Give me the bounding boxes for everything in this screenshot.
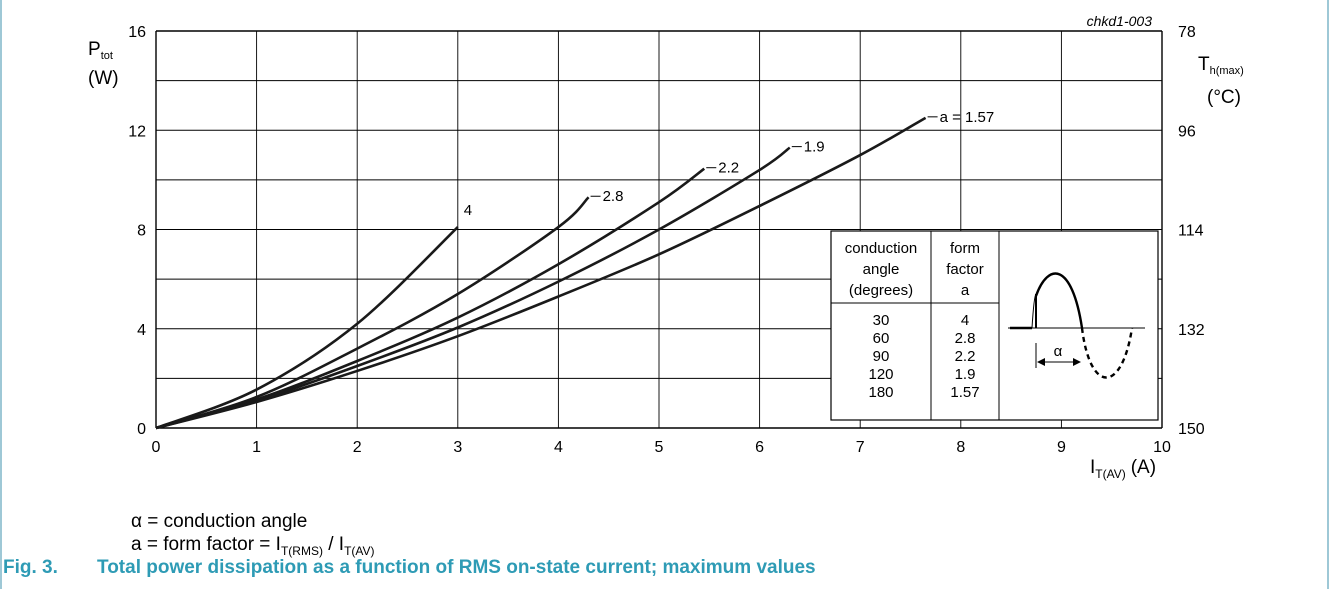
x-axis-label: IT(AV) (A) — [1090, 457, 1156, 481]
x-axis-label-sub: T(AV) — [1095, 467, 1125, 481]
x-tick-label: 2 — [353, 439, 362, 456]
x-tick-label: 5 — [655, 439, 664, 456]
x-tick-label: 0 — [152, 439, 161, 456]
y2-tick-label: 114 — [1178, 223, 1204, 240]
waveform-diagram: α — [1008, 272, 1145, 379]
series-line — [155, 146, 791, 430]
table-header-angle-2: angle — [863, 261, 900, 278]
alpha-label: α — [1054, 343, 1063, 360]
series-label: 2.8 — [603, 188, 624, 205]
x-tick-label: 8 — [956, 439, 965, 456]
x-tick-label: 6 — [755, 439, 764, 456]
x-tick-label: 3 — [453, 439, 462, 456]
table-cell-form-factor: 1.57 — [950, 384, 979, 401]
y2-axis-label-sub: h(max) — [1210, 65, 1244, 77]
x-tick-label: 7 — [856, 439, 865, 456]
figure-code: chkd1-003 — [1087, 13, 1153, 29]
series-line — [155, 226, 459, 430]
series-line — [155, 196, 590, 430]
table-cell-form-factor: 4 — [961, 312, 969, 329]
svg-text:Ptot: Ptot — [88, 39, 113, 62]
series-line — [155, 167, 706, 430]
table-cell-angle: 30 — [873, 312, 890, 329]
form-factor-note: a = form factor = IT(RMS) / IT(AV) — [131, 534, 375, 558]
table-header-angle-1: conduction — [845, 240, 918, 257]
y-tick-label: 12 — [128, 123, 146, 140]
y2-tick-label: 78 — [1178, 24, 1196, 41]
table-cell-form-factor: 1.9 — [955, 366, 976, 383]
y2-axis-unit: (°C) — [1207, 87, 1241, 108]
x-tick-label: 1 — [252, 439, 261, 456]
y-axis-label-sub: tot — [101, 50, 113, 62]
alpha-note: α = conduction angle — [131, 511, 308, 532]
table-cell-angle: 90 — [873, 348, 890, 365]
table-header-form-2: factor — [946, 261, 984, 278]
x-tick-label: 4 — [554, 439, 563, 456]
y-axis-unit: (W) — [88, 68, 119, 89]
table-cell-angle: 180 — [868, 384, 893, 401]
series-label: 2.2 — [718, 160, 739, 177]
series-line — [155, 116, 927, 430]
conduction-angle-table: conduction angle (degrees) form factor a… — [830, 230, 1159, 421]
table-rows: 30 4 60 2.8 90 2.2 120 1.9 180 1.57 — [868, 312, 979, 401]
y2-tick-label: 150 — [1178, 421, 1205, 438]
table-header-angle-3: (degrees) — [849, 282, 913, 299]
table-cell-angle: 60 — [873, 330, 890, 347]
series-label: 1.9 — [804, 139, 825, 156]
y2-tick-label: 132 — [1178, 322, 1205, 339]
figure-caption: Fig. 3. Total power dissipation as a func… — [3, 557, 816, 579]
series-label: 4 — [464, 202, 472, 219]
table-cell-form-factor: 2.2 — [955, 348, 976, 365]
series-label: a = 1.57 — [940, 109, 995, 126]
table-cell-form-factor: 2.8 — [955, 330, 976, 347]
x-tick-label: 9 — [1057, 439, 1066, 456]
x-tick-label: 10 — [1153, 439, 1171, 456]
y2-tick-label: 96 — [1178, 123, 1196, 140]
figure-caption-text: Total power dissipation as a function of… — [97, 557, 816, 578]
y-axis-label: Ptot (W) — [88, 39, 119, 89]
table-header-form-1: form — [950, 240, 980, 257]
y-tick-label: 8 — [137, 223, 146, 240]
figure-number: Fig. 3. — [3, 557, 58, 578]
table-header-form-3: a — [961, 282, 970, 299]
y-tick-label: 0 — [137, 421, 146, 438]
y2-axis-label: Th(max) (°C) — [1198, 54, 1244, 108]
y-tick-label: 16 — [128, 24, 146, 41]
table-cell-angle: 120 — [868, 366, 893, 383]
y-tick-label: 4 — [137, 322, 146, 339]
svg-text:Th(max): Th(max) — [1198, 54, 1244, 77]
svg-text:IT(AV)(A): IT(AV) (A) — [1090, 457, 1156, 481]
